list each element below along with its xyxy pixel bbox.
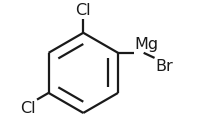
Text: Cl: Cl [75, 3, 91, 18]
Text: Br: Br [155, 59, 173, 74]
Text: Mg: Mg [135, 37, 159, 52]
Text: Cl: Cl [20, 101, 36, 116]
